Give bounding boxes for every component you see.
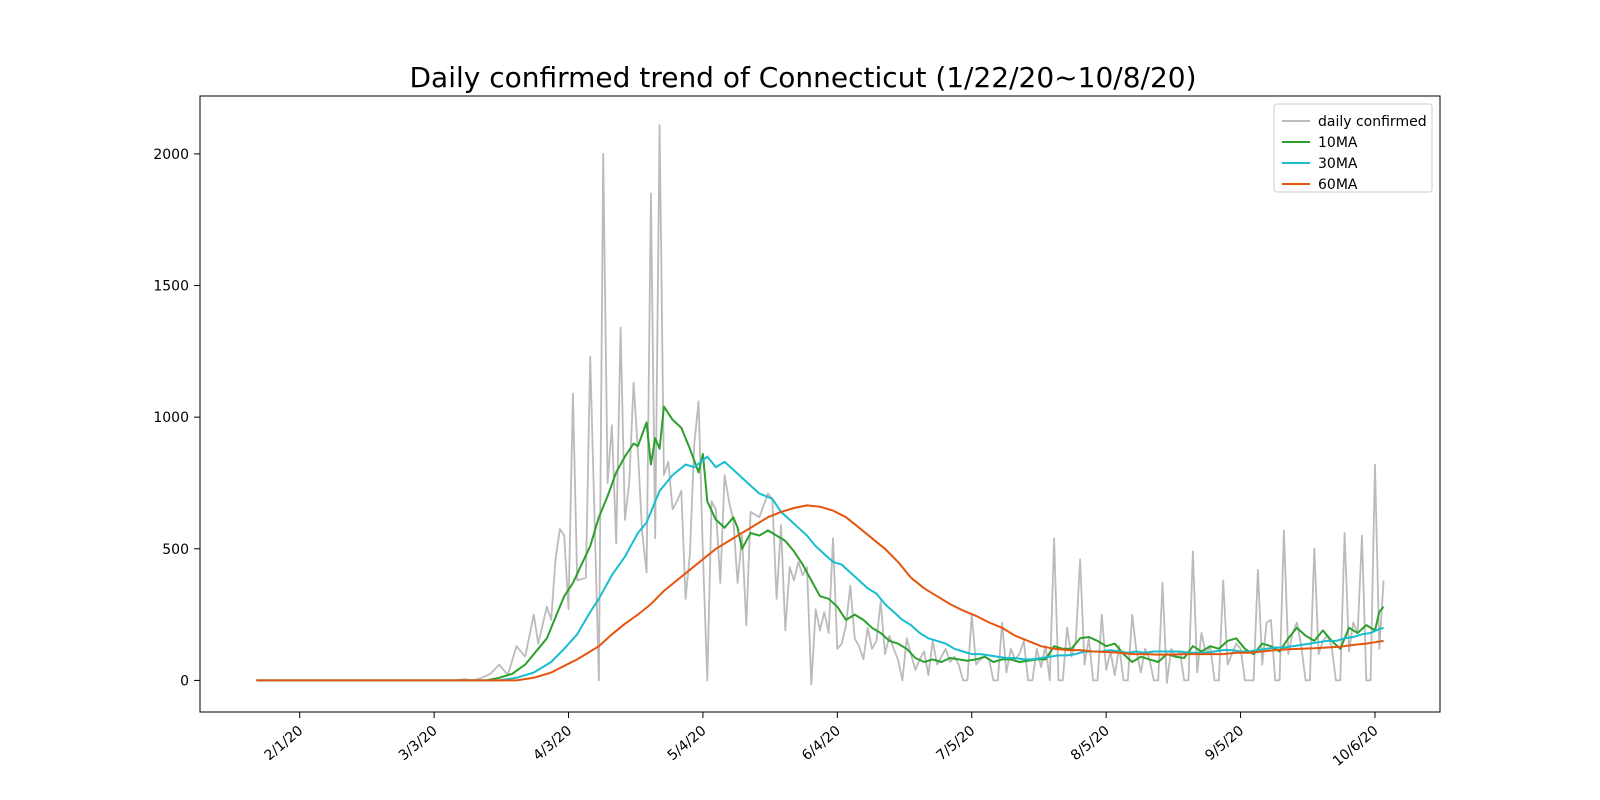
- series-layer: [256, 124, 1385, 686]
- legend: daily confirmed 10MA 30MA 60MA: [1273, 103, 1433, 193]
- legend-label: 30MA: [1318, 156, 1358, 172]
- series-line-10ma: [256, 405, 1385, 682]
- legend-frame: [1273, 103, 1433, 193]
- legend-label: 60MA: [1318, 177, 1358, 193]
- y-tick-label: 1500: [153, 279, 189, 295]
- series-line-daily-confirmed: [256, 124, 1385, 686]
- y-tick-label: 1000: [153, 410, 189, 426]
- y-axis: 0 500 1000 1500 2000: [153, 147, 200, 689]
- legend-label: daily confirmed: [1318, 114, 1427, 130]
- legend-label: 10MA: [1318, 135, 1358, 151]
- y-tick-label: 500: [162, 542, 189, 558]
- plot-frame: [199, 95, 1441, 713]
- series-line-30ma: [256, 455, 1384, 682]
- series-line-60ma: [256, 504, 1384, 682]
- y-tick-label: 2000: [153, 147, 189, 163]
- chart-title: Daily confirmed trend of Connecticut (1/…: [409, 61, 1196, 94]
- y-tick-label: 0: [180, 673, 189, 689]
